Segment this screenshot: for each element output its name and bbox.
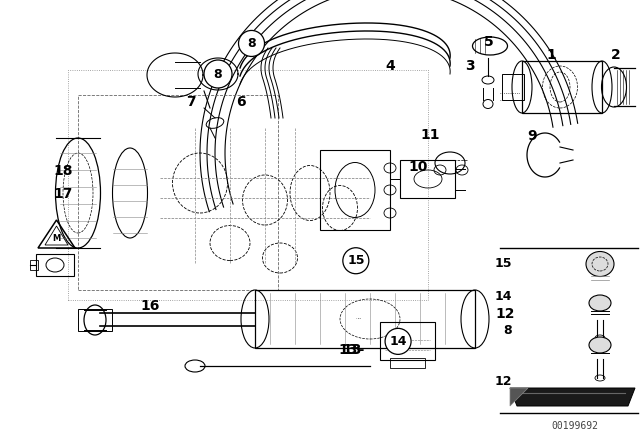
Text: 12: 12 bbox=[495, 375, 512, 388]
Text: 13: 13 bbox=[342, 343, 362, 358]
Text: 3: 3 bbox=[465, 59, 476, 73]
Ellipse shape bbox=[589, 337, 611, 353]
Text: 4: 4 bbox=[385, 59, 396, 73]
Text: 9: 9 bbox=[527, 129, 538, 143]
Bar bbox=[390, 358, 425, 368]
Text: 18: 18 bbox=[53, 164, 72, 178]
Text: 17: 17 bbox=[53, 186, 72, 201]
Text: M: M bbox=[52, 233, 60, 242]
Circle shape bbox=[343, 248, 369, 274]
Circle shape bbox=[239, 30, 264, 56]
Text: 8: 8 bbox=[504, 324, 512, 337]
Ellipse shape bbox=[589, 295, 611, 311]
Bar bbox=[78, 95, 278, 290]
Text: 6: 6 bbox=[236, 95, 246, 109]
Bar bbox=[400, 160, 455, 198]
Text: 15: 15 bbox=[347, 254, 365, 267]
Bar bbox=[522, 61, 602, 113]
Text: 13–: 13– bbox=[339, 343, 365, 358]
Text: 14: 14 bbox=[389, 335, 407, 348]
Text: 10: 10 bbox=[409, 159, 428, 174]
Text: 11: 11 bbox=[420, 128, 440, 142]
Text: 5: 5 bbox=[483, 34, 493, 49]
Text: 14: 14 bbox=[495, 290, 512, 303]
Bar bbox=[36, 254, 74, 276]
Text: 12: 12 bbox=[496, 307, 515, 322]
Text: 16: 16 bbox=[141, 298, 160, 313]
Bar bbox=[502, 74, 524, 100]
Text: 8: 8 bbox=[214, 68, 222, 81]
Polygon shape bbox=[510, 388, 635, 406]
Text: 00199692: 00199692 bbox=[552, 421, 598, 431]
Ellipse shape bbox=[586, 251, 614, 276]
Text: 15: 15 bbox=[495, 257, 512, 270]
Polygon shape bbox=[510, 388, 528, 406]
Circle shape bbox=[385, 328, 411, 354]
Text: 2: 2 bbox=[611, 48, 621, 62]
Text: 7: 7 bbox=[186, 95, 196, 109]
Bar bbox=[68, 70, 428, 300]
Bar bbox=[380, 322, 435, 360]
Bar bbox=[255, 290, 475, 348]
Bar bbox=[30, 260, 38, 270]
Bar bbox=[78, 309, 112, 331]
Bar bbox=[320, 150, 390, 230]
Circle shape bbox=[204, 60, 232, 88]
Text: 1: 1 bbox=[547, 48, 557, 62]
Text: 8: 8 bbox=[247, 37, 256, 50]
